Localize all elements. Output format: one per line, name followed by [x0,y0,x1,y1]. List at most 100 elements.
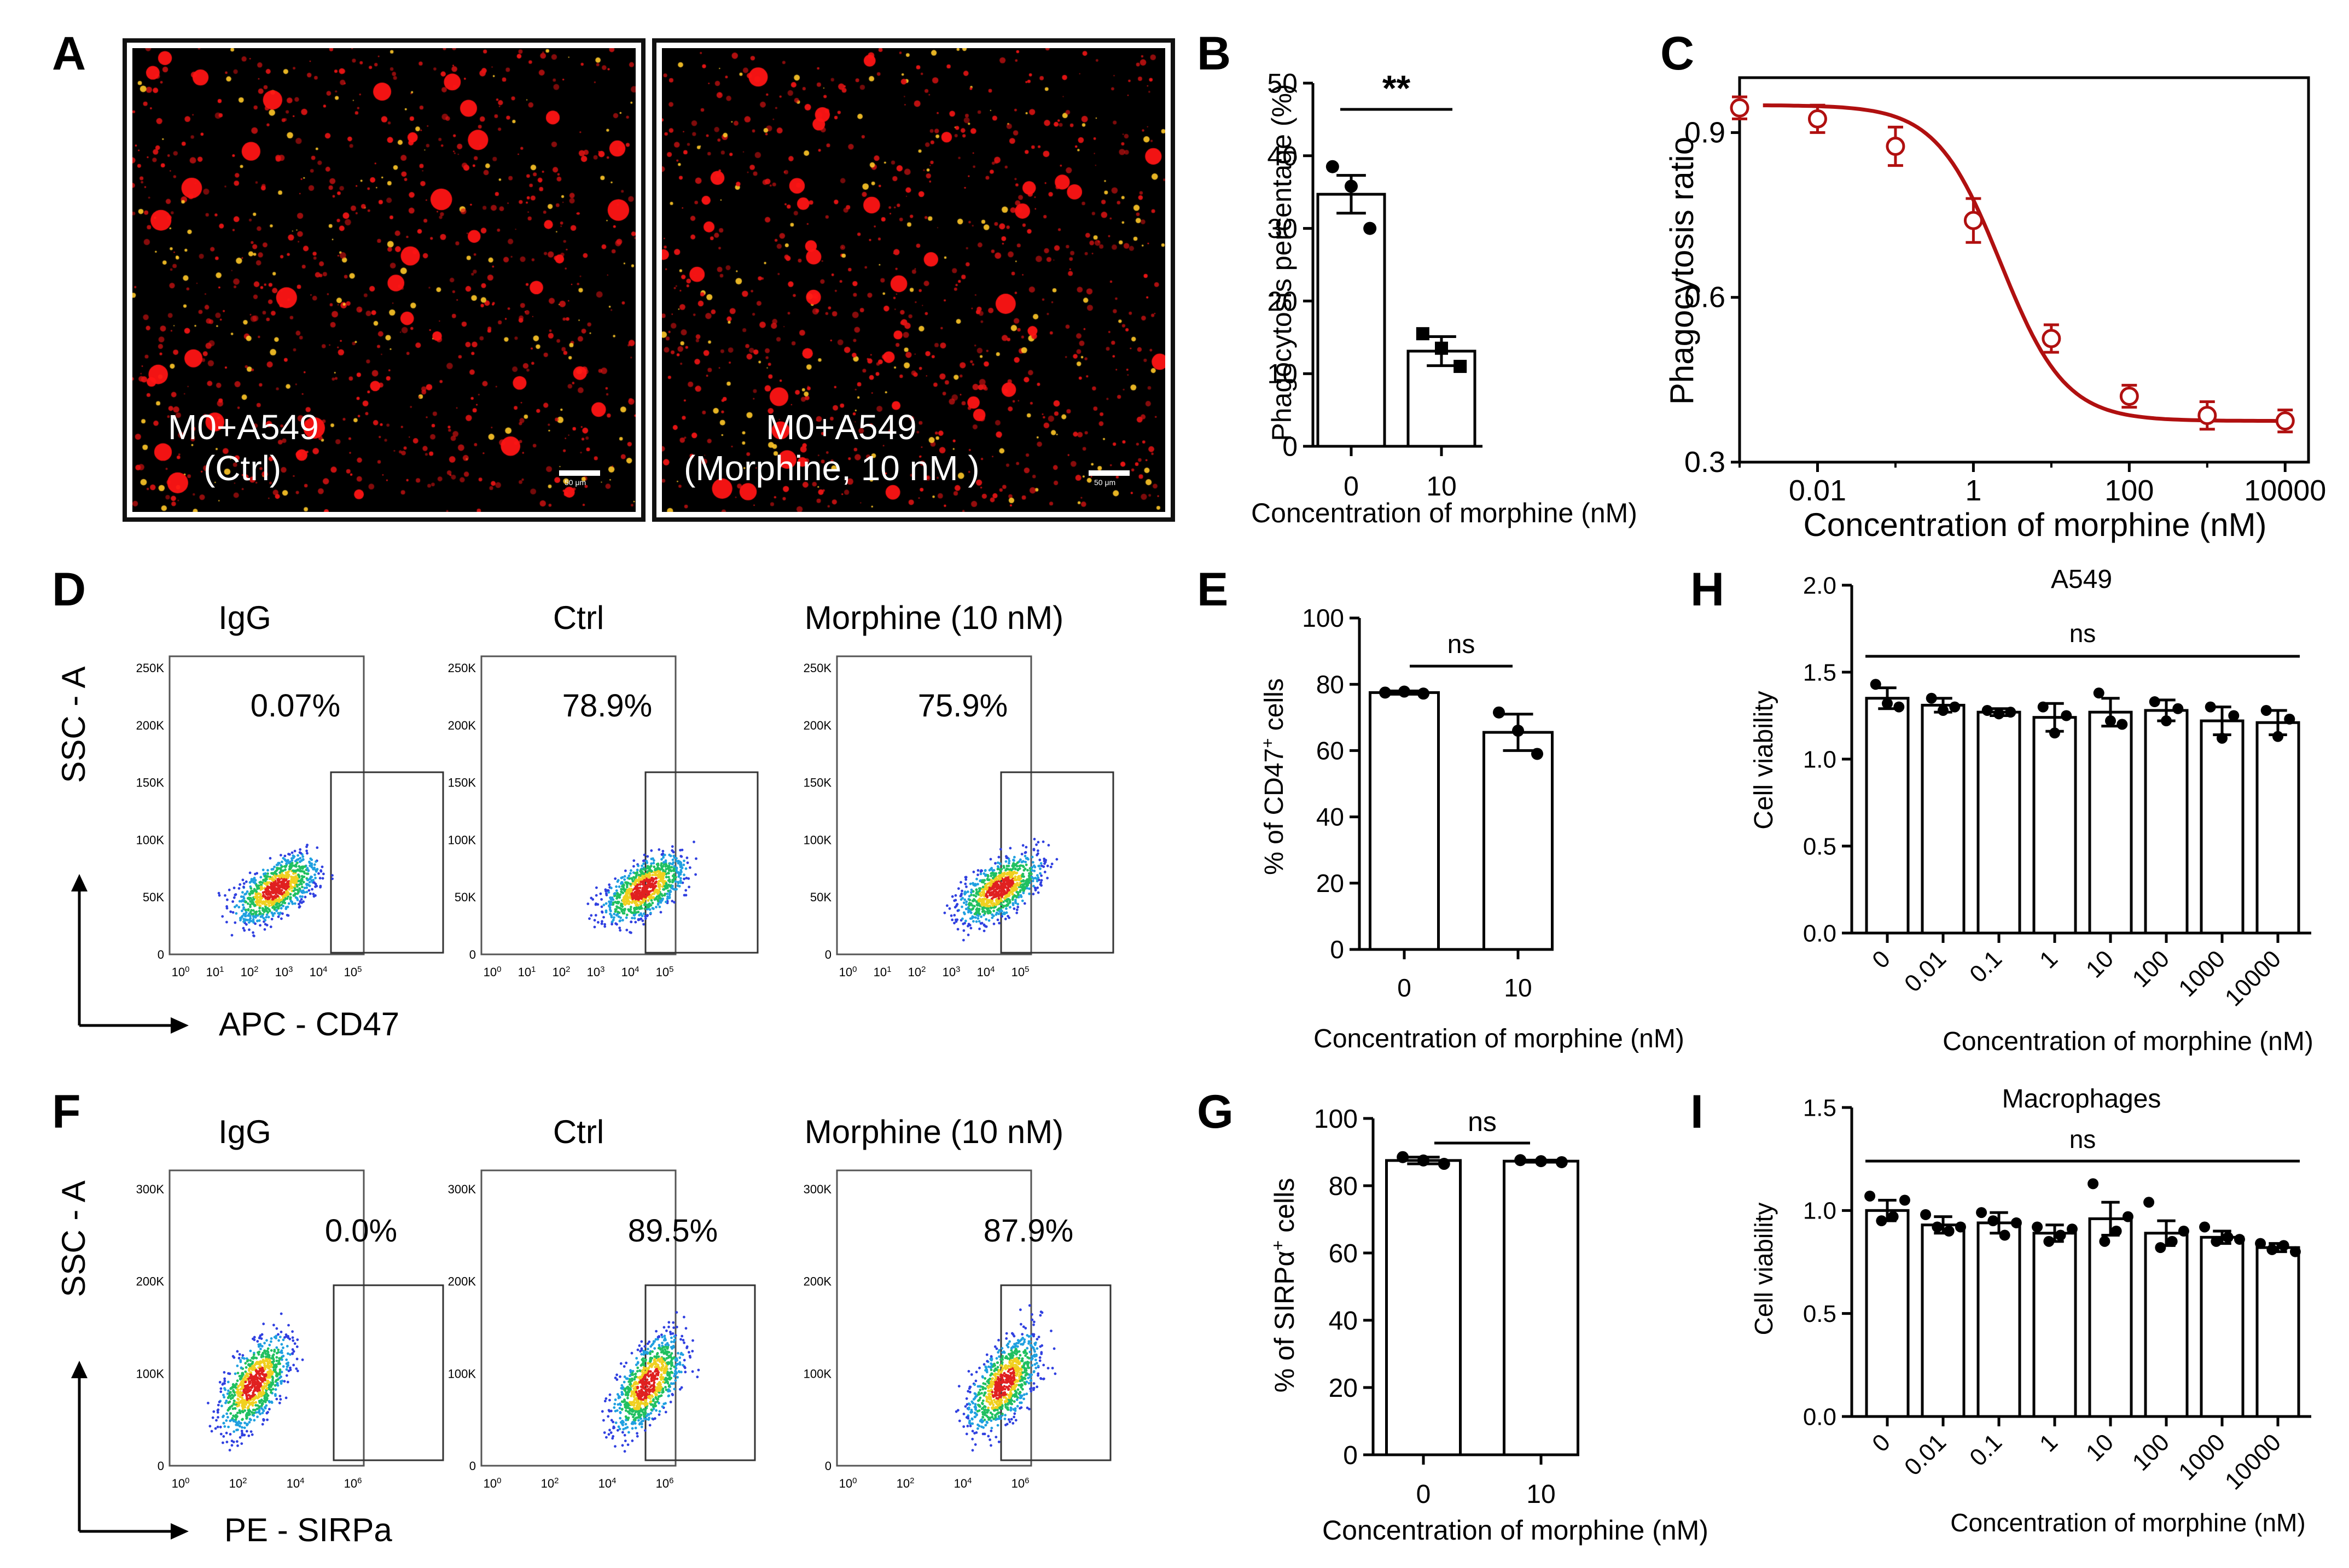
flow-event [660,1386,663,1389]
y-tick-label: 0 [1343,1441,1358,1470]
flow-event [635,880,637,883]
data-point [2042,329,2061,348]
flow-event [999,907,1002,910]
flow-event [666,867,670,870]
flow-event [654,1404,656,1407]
flow-event [316,867,319,871]
flow-event [298,902,300,906]
flow-event [653,1359,656,1362]
flow-event [258,913,261,916]
flow-event [1032,893,1035,896]
flow-event [652,1372,654,1375]
flow-event [291,1348,294,1351]
flow-event [255,1407,259,1410]
flow-event [684,1327,688,1330]
flow-event [1044,859,1048,862]
flow-event [626,1443,630,1446]
flow-event [317,872,320,875]
flow-event [1025,846,1028,849]
flow-event [986,895,989,899]
flow-event [683,877,685,881]
flow-event [1005,904,1009,906]
flow-event [640,907,643,910]
flow-event [275,1374,278,1377]
flow-event [665,882,668,885]
data-point [2234,1234,2245,1245]
flow-event [987,878,990,882]
flow-event [1022,868,1026,872]
micrograph-morphine-label-line1: M0+A549 [766,407,917,447]
flow-event [964,876,968,879]
flow-event [647,1418,650,1421]
flow-event [258,1406,261,1409]
flow-event [282,884,284,888]
flow-event [953,914,956,917]
flow-event [268,1400,271,1403]
flow-event [1040,874,1043,877]
flow-event [256,919,259,922]
flow-event [637,898,640,901]
flow-event [986,890,989,893]
flow-event [619,1402,621,1406]
flow-event [251,1394,254,1397]
flow-event [591,898,595,901]
flow-x-tick-label: 104 [287,1476,305,1491]
data-point [2110,1226,2122,1237]
flow-event [617,1425,620,1429]
flow-event [978,889,981,893]
flow-event [311,888,313,891]
flow-event [249,1349,252,1353]
data-point [1899,1194,1910,1206]
flow-event [679,861,682,864]
flow-event [247,1394,251,1397]
flow-event [241,1401,244,1404]
flow-event [642,867,646,871]
flow-event [254,1395,258,1398]
flow-event [656,1373,660,1377]
flow-event [252,934,255,937]
flow-event [667,872,670,875]
flow-event [241,1409,244,1413]
flow-event [661,872,665,875]
flow-event [658,888,661,890]
flow-event [265,891,268,894]
flow-event [260,1407,263,1410]
flow-event [1042,840,1045,843]
flow-event [975,892,978,895]
flow-event [633,1375,636,1379]
flow-event [695,857,697,860]
flow-event [603,925,607,928]
y-axis-label: % of CD47+ cells [1258,678,1289,875]
flow-event [1037,865,1040,867]
flow-event [974,895,978,898]
flow-event [638,913,641,917]
flow-event [228,888,231,891]
flow-event [686,861,689,864]
flow-event [272,884,275,888]
flow-event [649,1353,652,1355]
flow-event [666,1378,669,1380]
significance-label: ns [2069,619,2096,648]
flow-event [668,893,671,896]
flow-event [667,1351,671,1354]
flow-event [250,1377,253,1380]
flow-event [681,848,684,852]
flow-event [679,877,682,880]
flow-event [646,1403,649,1406]
flow-event [270,868,274,871]
flow-event [636,883,639,887]
flow-event [604,888,607,891]
x-tick-label: 100 [2127,1429,2175,1476]
flow-event [261,1423,264,1426]
flow-event [635,872,638,876]
flow-event [976,873,979,876]
flow-event [1029,878,1032,881]
chart-title: Macrophages [2002,1088,2161,1114]
y-tick-label: 60 [1329,1239,1358,1268]
flow-event [245,1430,248,1433]
flow-event [607,1409,610,1412]
flow-dots [943,837,1059,942]
data-point [1514,1154,1527,1167]
flow-event [660,1333,663,1336]
flow-event [274,876,277,879]
